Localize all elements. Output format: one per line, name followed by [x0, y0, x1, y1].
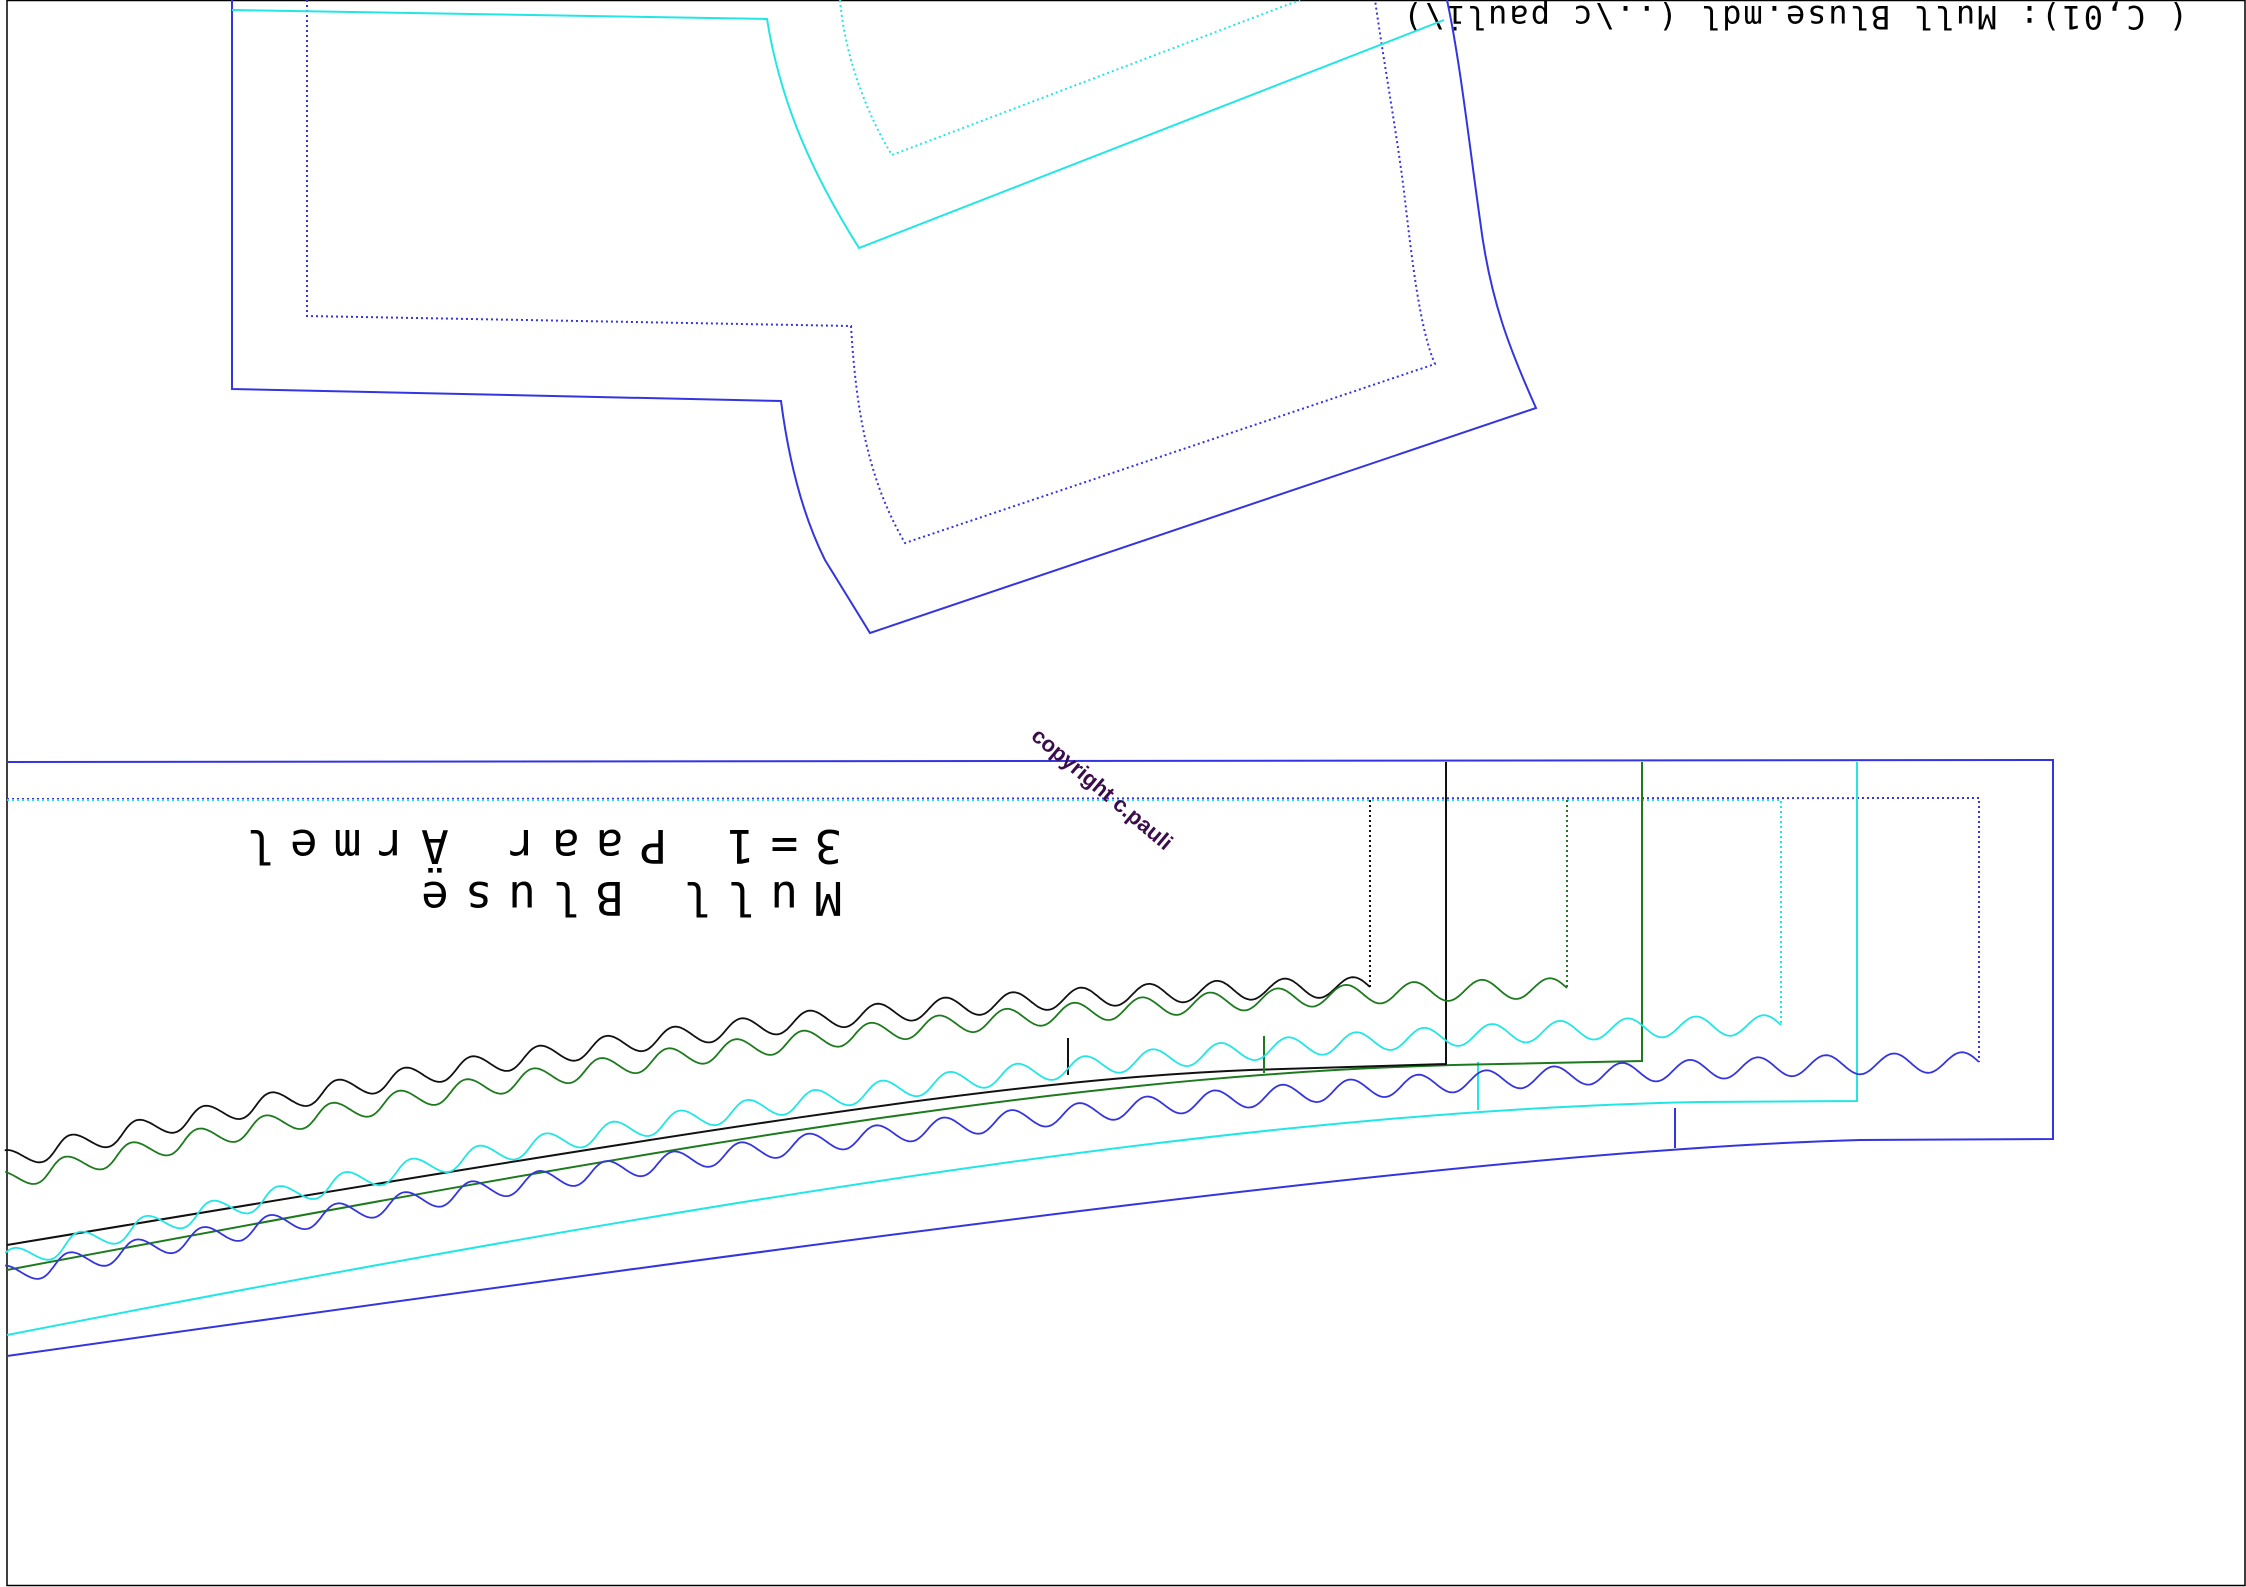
gather-line-blue	[5, 1051, 1980, 1280]
piece-title-line2: 3=1 Paar Ärmel	[230, 819, 842, 873]
sleeve-pattern-piece	[4, 758, 2054, 1357]
gather-line-cyan	[4, 1014, 1782, 1261]
sleeve-cut-line-green	[6, 762, 1643, 1271]
top-pattern-piece	[231, 0, 1538, 635]
sleeve-cut-line-black	[6, 762, 1447, 1246]
sleeve-seam-top-cyan	[7, 799, 1782, 1025]
top-piece-seam-line	[306, 0, 1437, 545]
gather-line-green	[4, 977, 1568, 1185]
top-piece-cut-line	[231, 0, 1538, 635]
page-border	[6, 0, 2246, 1587]
top-piece-facing-line	[231, 9, 1445, 250]
gather-line-black	[4, 976, 1371, 1164]
top-piece-facing-seam	[839, 0, 1301, 157]
copyright-watermark: copyright c.pauli	[1027, 723, 1178, 855]
piece-title-line1: Mull Bluse	[405, 871, 842, 925]
sleeve-cut-line-cyan	[6, 762, 1858, 1336]
file-header-text: ( C,01): Mull Bluse.mdl (..\c pauli\)	[1401, 0, 2188, 36]
sleeve-cut-line-blue	[6, 758, 2054, 1357]
